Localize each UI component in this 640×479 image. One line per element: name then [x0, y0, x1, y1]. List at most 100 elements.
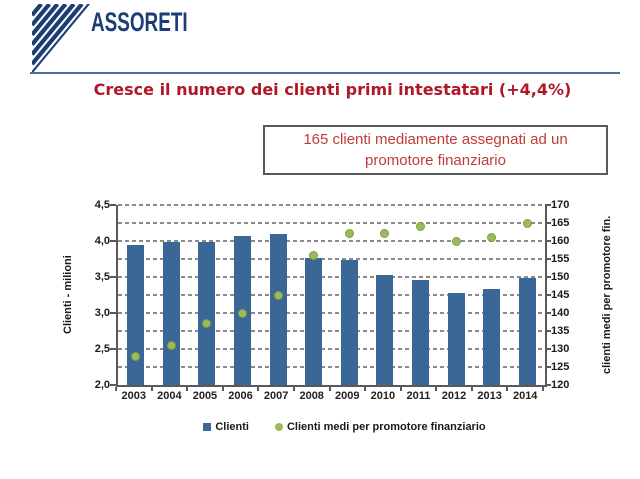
- y-tick-label-right: 120: [551, 379, 570, 391]
- x-tick-mark: [364, 387, 367, 391]
- x-tick-mark: [506, 387, 509, 391]
- dot-clienti-medi-per-promotore-finanziario: [202, 319, 212, 329]
- dot-clienti-medi-per-promotore-finanziario: [309, 250, 319, 260]
- y-tick-label-left: 2,5: [94, 343, 110, 355]
- y-tick-label-right: 135: [551, 325, 570, 337]
- bar-clienti: [411, 279, 429, 385]
- bar-clienti: [198, 241, 216, 385]
- gridline: [118, 258, 545, 260]
- y-tick-label-left: 2,0: [94, 379, 110, 391]
- gridline: [118, 204, 545, 206]
- x-tick-label: 2007: [263, 390, 289, 402]
- y-tick-label-left: 4,0: [94, 235, 110, 247]
- y-tick-mark-right: [545, 366, 551, 368]
- y-tick-mark-right: [545, 348, 551, 350]
- assoreti-logo-stripes-icon: [32, 4, 90, 74]
- legend-item: Clienti: [203, 421, 249, 433]
- y-tick-mark-right: [545, 330, 551, 332]
- gridline: [118, 276, 545, 278]
- x-tick-label: 2010: [370, 390, 396, 402]
- x-tick-label: 2013: [477, 390, 502, 402]
- gridline: [118, 240, 545, 242]
- x-tick-mark: [186, 387, 189, 391]
- x-tick-label: 2012: [441, 390, 467, 402]
- dot-clienti-medi-per-promotore-finanziario: [131, 351, 141, 361]
- gridline: [118, 330, 545, 332]
- x-tick-mark: [115, 387, 117, 391]
- dot-clienti-medi-per-promotore-finanziario: [380, 229, 390, 239]
- x-tick-label: 2014: [512, 390, 538, 402]
- gridline: [118, 348, 545, 350]
- dot-clienti-medi-per-promotore-finanziario: [166, 340, 176, 350]
- y-tick-mark-left: [110, 312, 116, 314]
- y-tick-mark-left: [110, 348, 116, 350]
- slide-title: Cresce il numero dei clienti primi intes…: [93, 80, 572, 99]
- y-tick-mark-right: [545, 204, 551, 206]
- right-axis-title: clienti medi per promotore fin.: [601, 215, 613, 375]
- y-tick-mark-left: [110, 240, 116, 242]
- x-tick-mark: [470, 387, 473, 391]
- bar-clienti: [376, 274, 394, 385]
- y-tick-label-left: 3,0: [94, 307, 110, 319]
- bar-clienti: [483, 289, 501, 385]
- y-tick-mark-right: [545, 258, 551, 260]
- legend-label: Clienti medi per promotore finanziario: [286, 421, 486, 433]
- x-tick-label: 2008: [299, 390, 324, 402]
- x-tick-label: 2011: [406, 390, 431, 402]
- y-tick-label-right: 125: [551, 361, 570, 373]
- y-tick-mark-left: [110, 204, 116, 206]
- highlight-box-text: 165 clienti mediamente assegnati ad un p…: [303, 131, 568, 169]
- x-tick-mark: [292, 387, 295, 391]
- y-tick-mark-left: [110, 276, 116, 278]
- x-tick-mark: [435, 387, 438, 391]
- x-tick-mark: [542, 387, 544, 391]
- y-tick-mark-left: [110, 384, 116, 386]
- y-tick-label-right: 145: [551, 289, 570, 301]
- bar-clienti: [305, 258, 323, 385]
- bar-clienti: [162, 242, 180, 385]
- left-axis-title: Clienti - milioni: [62, 255, 74, 335]
- x-tick-label: 2009: [335, 390, 360, 402]
- bar-clienti: [518, 278, 536, 385]
- plot-area: [116, 204, 547, 387]
- y-tick-mark-right: [545, 222, 551, 224]
- gridline: [118, 366, 545, 368]
- bar-clienti: [269, 233, 287, 385]
- legend-label: Clienti: [215, 421, 249, 433]
- gridline: [118, 312, 545, 314]
- y-tick-mark-right: [545, 294, 551, 296]
- dot-clienti-medi-per-promotore-finanziario: [273, 290, 283, 300]
- header-divider: [30, 72, 620, 74]
- x-tick-mark: [399, 387, 402, 391]
- x-tick-mark: [221, 387, 224, 391]
- dot-clienti-medi-per-promotore-finanziario: [451, 236, 461, 246]
- x-tick-mark: [150, 387, 153, 391]
- gridline: [118, 222, 545, 224]
- y-tick-label-right: 160: [551, 235, 570, 247]
- y-tick-label-right: 170: [551, 199, 570, 211]
- y-tick-label-right: 140: [551, 307, 570, 319]
- x-tick-label: 2005: [192, 390, 218, 402]
- chart-legend: Clienti Clienti medi per promotore finanz…: [116, 421, 543, 433]
- y-tick-mark-right: [545, 312, 551, 314]
- x-tick-label: 2003: [121, 390, 147, 402]
- bar-clienti: [340, 260, 358, 385]
- bar-clienti: [447, 292, 465, 385]
- assoreti-logo-text: ASSORETI: [91, 7, 188, 37]
- y-tick-label-right: 130: [551, 343, 570, 355]
- y-tick-mark-right: [545, 240, 551, 242]
- bar-clienti: [127, 245, 145, 385]
- dot-clienti-medi-per-promotore-finanziario: [522, 218, 532, 228]
- y-tick-label-right: 155: [551, 253, 570, 265]
- y-tick-label-left: 3,5: [94, 271, 110, 283]
- gridline: [118, 294, 545, 296]
- dot-clienti-medi-per-promotore-finanziario: [487, 232, 497, 242]
- x-tick-label: 2004: [157, 390, 182, 402]
- dot-clienti-medi-per-promotore-finanziario: [238, 308, 248, 318]
- legend-square-icon: [203, 423, 212, 431]
- y-tick-label-left: 4,5: [94, 199, 110, 211]
- dot-clienti-medi-per-promotore-finanziario: [415, 222, 425, 232]
- y-tick-label-right: 165: [551, 217, 570, 229]
- x-tick-mark: [328, 387, 331, 391]
